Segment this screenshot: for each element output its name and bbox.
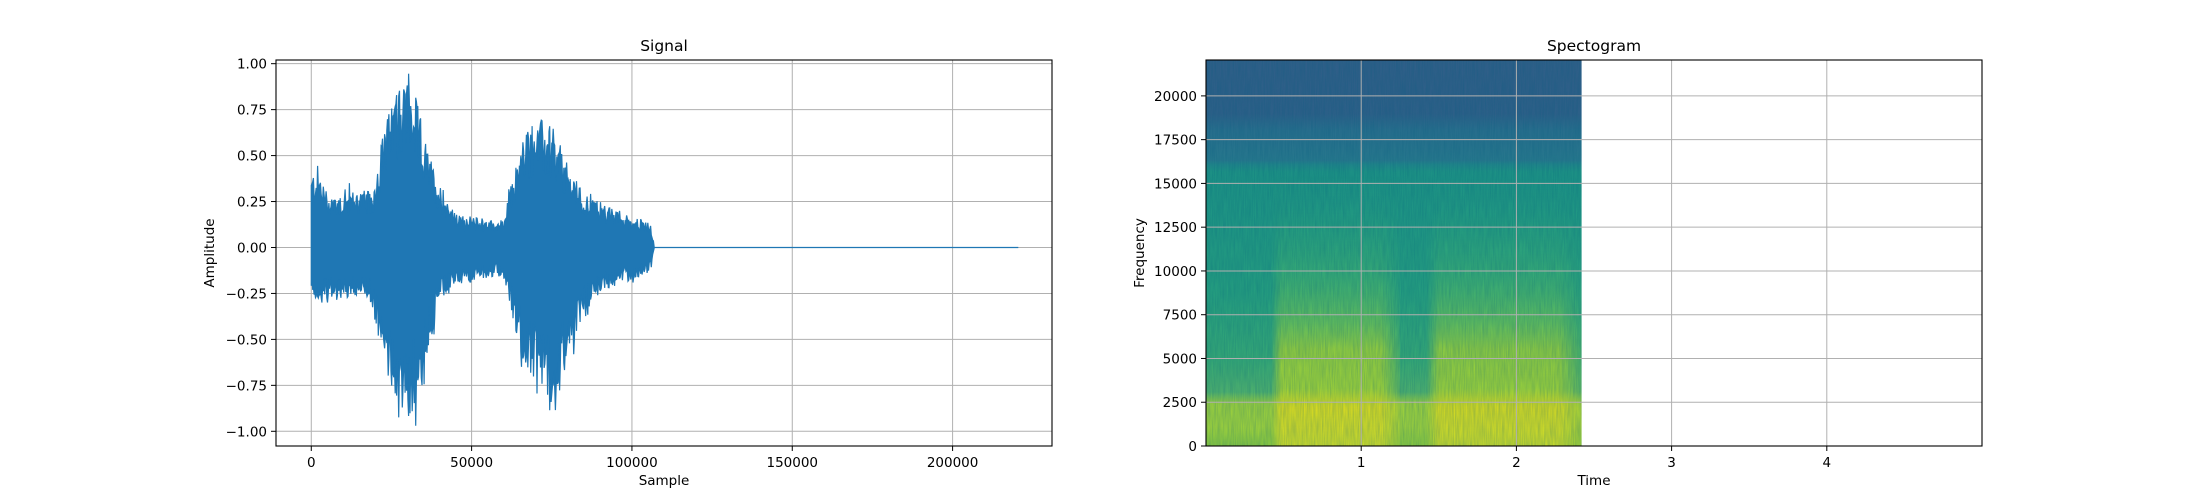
spectrogram-xlabel: Time <box>1576 473 1610 489</box>
spectrogram-ylabel: Frequency <box>1132 218 1148 288</box>
spectrogram-axes-frame <box>1205 59 1983 447</box>
spectrogram-ytick-label: 15000 <box>1154 176 1197 192</box>
signal-ytick-label: 0.50 <box>237 149 267 165</box>
spectrogram-ytick-label: 7500 <box>1163 308 1197 324</box>
signal-ytick-label: −0.50 <box>226 332 267 348</box>
spectrogram-title: Spectogram <box>1547 37 1641 55</box>
spectrogram-ytick-label: 20000 <box>1154 89 1197 105</box>
signal-ytick-label: −1.00 <box>226 424 267 440</box>
spectrogram-ytick-label: 10000 <box>1154 264 1197 280</box>
signal-axes-frame <box>275 59 1053 447</box>
signal-ytick-label: 1.00 <box>237 57 267 73</box>
signal-ticks: 0 50000 100000 150000 200000 −1.00 −0.75 −0.50 −… <box>226 57 979 471</box>
signal-xtick-label: 150000 <box>766 455 818 471</box>
spectrogram-ytick-label: 5000 <box>1163 351 1197 367</box>
signal-ytick-label: 0.00 <box>237 240 267 256</box>
spectrogram-xtick-label: 4 <box>1823 455 1832 471</box>
spectrogram-ytick-label: 2500 <box>1163 395 1197 411</box>
signal-ytick-label: 0.25 <box>237 195 267 211</box>
spectrogram-xtick-label: 2 <box>1512 455 1521 471</box>
spectrogram-ytick-label: 17500 <box>1154 133 1197 149</box>
signal-chart: 0 50000 100000 150000 200000 −1.00 −0.75 −0.50 −… <box>202 37 1053 489</box>
spectrogram-ytick-label: 12500 <box>1154 220 1197 236</box>
signal-ytick-label: −0.25 <box>226 286 267 302</box>
signal-xtick-label: 50000 <box>450 455 493 471</box>
signal-xtick-label: 0 <box>307 455 316 471</box>
spectrogram-texture <box>1206 60 1582 446</box>
spectrogram-xtick-label: 1 <box>1357 455 1366 471</box>
spectrogram-xtick-label: 3 <box>1667 455 1676 471</box>
signal-title: Signal <box>640 37 688 55</box>
signal-xlabel: Sample <box>639 473 690 489</box>
signal-ytick-label: 0.75 <box>237 103 267 119</box>
signal-ytick-label: −0.75 <box>226 378 267 394</box>
signal-waveform <box>310 73 1019 426</box>
spectrogram-ytick-label: 0 <box>1188 439 1197 455</box>
spectrogram-ticks: 1 2 3 4 0 2500 5000 7500 10000 12500 15000 17500 200… <box>1154 89 1831 471</box>
signal-ylabel: Amplitude <box>202 218 218 287</box>
signal-xtick-label: 100000 <box>606 455 658 471</box>
spectrogram-chart: 1 2 3 4 0 2500 5000 7500 10000 12500 15000 17500 200… <box>1132 37 1983 489</box>
signal-xtick-label: 200000 <box>927 455 979 471</box>
